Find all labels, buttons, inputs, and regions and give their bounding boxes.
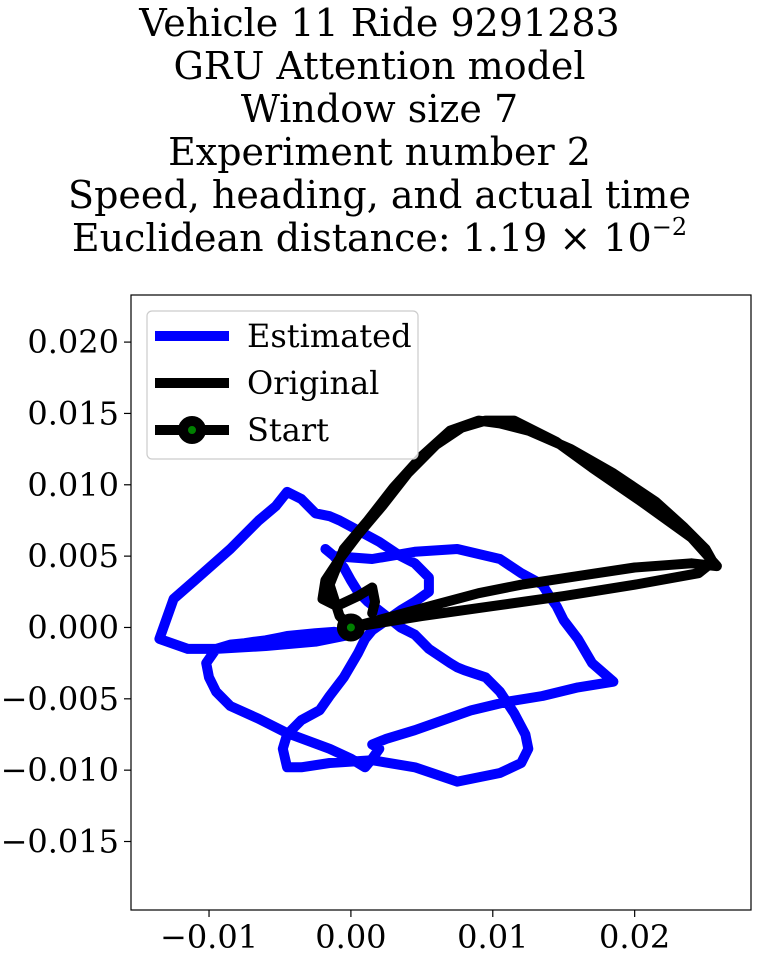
title-line-1: Vehicle 11 Ride 9291283: [139, 1, 620, 45]
ticks-layer: −0.01 0.00 0.01 0.02 0.020 0.015 0.010 0.005 0.0…: [1, 323, 671, 956]
series-line-estimated: [154, 486, 619, 787]
y-tick-label: 0.005: [27, 537, 119, 575]
distance-prefix: Euclidean distance: 1.19 × 10: [71, 216, 652, 260]
title-line-4: Experiment number 2: [168, 130, 591, 174]
title-line-distance: Euclidean distance: 1.19 × 10−2: [0, 215, 759, 260]
y-tick-label: −0.010: [1, 751, 119, 789]
chart-title: Vehicle 11 Ride 9291283 GRU Attention mo…: [0, 2, 759, 260]
series-layer: [154, 415, 722, 787]
legend-label-estimated: Estimated: [247, 317, 412, 355]
x-tick-label: 0.01: [457, 918, 528, 956]
legend: Estimated Original Start: [146, 310, 419, 460]
legend-label-original: Original: [247, 364, 379, 402]
axes-frame: [130, 294, 752, 911]
legend-box: [146, 310, 419, 460]
series-line-original: [317, 415, 722, 633]
y-tick-label: 0.015: [27, 394, 119, 432]
y-tick-label: 0.020: [27, 323, 119, 361]
legend-marker-start: [178, 416, 206, 444]
title-line-3: Window size 7: [240, 87, 519, 131]
title-line-2: GRU Attention model: [173, 44, 586, 88]
title-line-5: Speed, heading, and actual time: [68, 173, 691, 217]
x-tick-label: −0.01: [160, 918, 258, 956]
y-tick-label: −0.015: [1, 823, 119, 861]
y-tick-label: 0.010: [27, 466, 119, 504]
distance-exponent: −2: [651, 213, 688, 241]
x-tick-label: 0.02: [599, 918, 670, 956]
start-marker: [336, 613, 365, 642]
legend-label-start: Start: [247, 411, 329, 449]
y-tick-label: −0.005: [1, 680, 119, 718]
x-tick-label: 0.00: [315, 918, 386, 956]
y-tick-label: 0.000: [27, 608, 119, 646]
